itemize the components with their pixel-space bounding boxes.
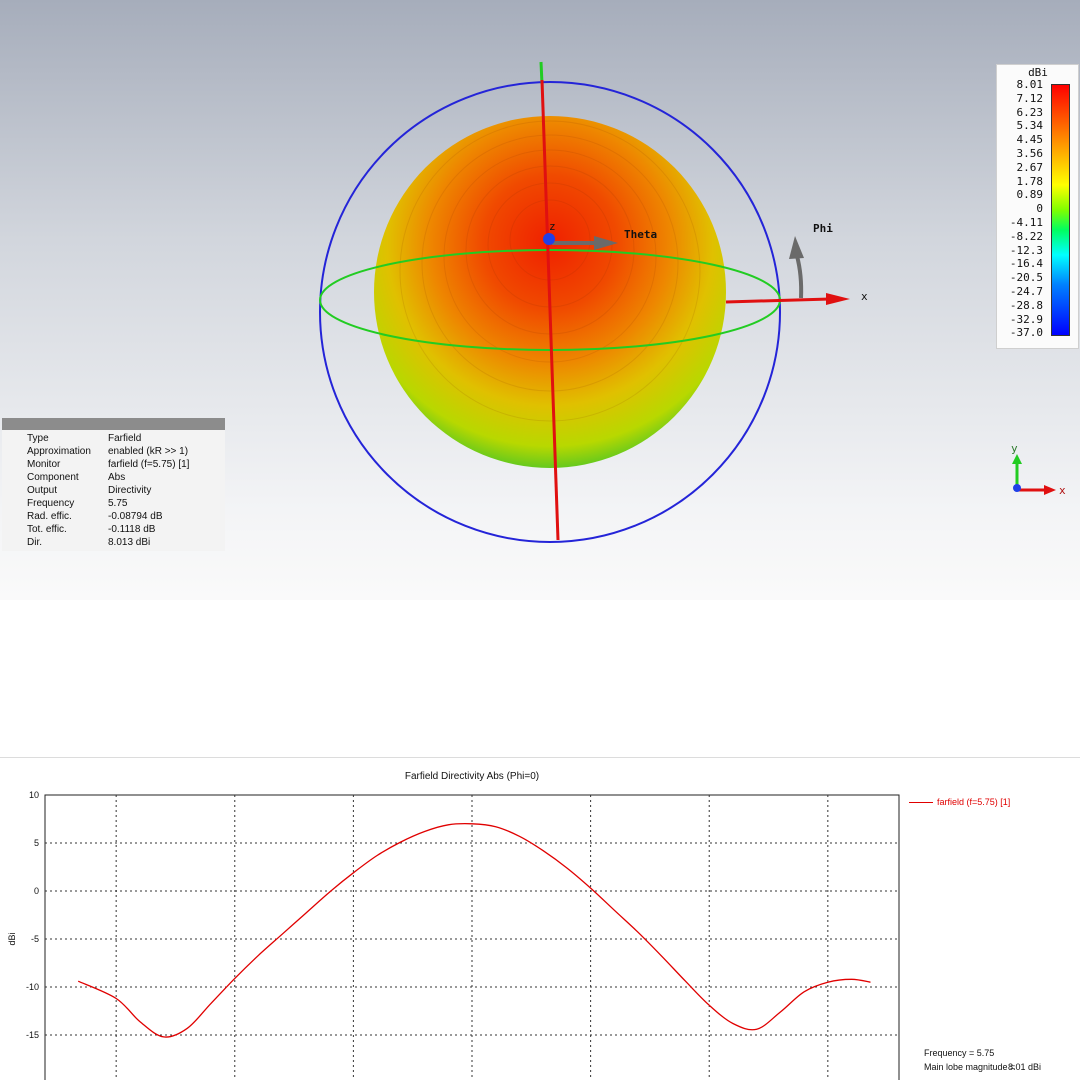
info-value: 8.013 dBi [108, 537, 151, 548]
info-value: -0.08794 dB [108, 511, 163, 522]
colorbar-label: 0 [1036, 202, 1043, 216]
blue-bounding-circle [319, 81, 781, 543]
info-value: -0.1118 dB [108, 524, 156, 535]
info-row: Component Abs [2, 472, 225, 485]
info-key: Frequency [27, 498, 75, 509]
directivity-line-chart: Farfield Directivity Abs (Phi=0) dBi 10 5… [7, 771, 900, 1080]
colorbar-label: 7.12 [1016, 91, 1044, 105]
y-axis-label: dBi [7, 932, 17, 945]
info-row: Rad. effic. -0.08794 dB [2, 511, 225, 524]
info-value: Abs [108, 472, 126, 483]
colorbar-label: -28.8 [1009, 298, 1043, 312]
info-key: Component [27, 472, 79, 483]
info-value: Farfield [108, 433, 142, 444]
colorbar-label: 5.34 [1016, 119, 1044, 133]
info-row: Frequency 5.75 [2, 498, 225, 511]
y-tick-label: 0 [34, 886, 39, 896]
info-value: farfield (f=5.75) [1] [108, 459, 190, 470]
info-key: Tot. effic. [27, 524, 67, 535]
colorbar-label: 1.78 [1016, 174, 1044, 188]
colorbar-label: 0.89 [1016, 188, 1044, 202]
phi-arrow-shaft [795, 255, 804, 299]
y-tick-label: -5 [31, 934, 39, 944]
colorbar-label: -12.3 [1009, 243, 1043, 257]
farfield-info-panel: Type Farfield Approximation enabled (kR >> … [2, 418, 225, 551]
colorbar-label: 8.01 [1016, 78, 1044, 91]
info-key: Output [27, 485, 58, 496]
colorbar-label: -20.5 [1009, 271, 1043, 285]
colorbar-unit: dBi [1028, 66, 1048, 79]
chart-title: Farfield Directivity Abs (Phi=0) [405, 771, 539, 782]
x-axis-label: x [861, 290, 868, 303]
legend-entry: farfield (f=5.75) [1] [937, 797, 1011, 807]
info-row: Dir. 8.013 dBi [2, 537, 225, 550]
info-row: Type Farfield [2, 433, 225, 446]
info-row: Output Directivity [2, 485, 225, 498]
red-z-axis [540, 79, 560, 541]
info-key: Rad. effic. [27, 511, 72, 522]
info-row: Approximation enabled (kR >> 1) [2, 446, 225, 459]
y-tick-label: -10 [26, 982, 39, 992]
info-row: Monitor farfield (f=5.75) [1] [2, 459, 225, 472]
phi-label: Phi [813, 222, 833, 235]
colorbar-label: -4.11 [1009, 216, 1043, 229]
series-line-farfield [77, 822, 871, 1038]
theta-label: Theta [624, 228, 657, 241]
y-tick-label: -15 [26, 1030, 39, 1040]
colorbar-label: 6.23 [1016, 105, 1044, 119]
y-tick-label: 10 [29, 790, 39, 800]
plot-frame [44, 794, 900, 1080]
info-key: Approximation [27, 446, 91, 457]
triad-x-label: x [1059, 484, 1066, 497]
colorbar-label: -37.0 [1009, 326, 1043, 340]
z-axis-label: z [549, 220, 556, 233]
x-axis-arrow [826, 293, 850, 305]
orientation-triad[interactable]: y x [1011, 442, 1066, 497]
chart-grid [44, 794, 900, 1080]
colorbar-label: -8.22 [1009, 229, 1043, 243]
colorbar-label: 4.45 [1016, 133, 1044, 147]
info-value: Directivity [108, 485, 152, 496]
colorbar-label: -16.4 [1009, 257, 1043, 271]
phi-arrow-head [789, 236, 804, 259]
colorbar-label: 3.56 [1016, 147, 1044, 160]
y-tick-label: 5 [34, 838, 39, 848]
info-value: 5.75 [108, 498, 128, 509]
info-key: Type [27, 433, 49, 444]
y-tick-labels: 10 5 0 -5 -10 -15 [26, 790, 39, 1040]
info-value: enabled (kR >> 1) [108, 446, 189, 457]
triad-y-label: y [1011, 442, 1018, 455]
legend-swatch [909, 802, 933, 803]
colorbar-legend: dBi 8.01 7.12 6.23 5.34 4.45 3.56 2.67 1.78 0.89… [996, 64, 1079, 349]
farfield-3d-scene: z Theta Phi x y x [319, 61, 1066, 543]
red-x-axis [725, 297, 831, 304]
info-key: Dir. [27, 537, 42, 548]
colorbar-label: 2.67 [1016, 160, 1044, 174]
main-lobe-value: 8.01 dBi [1008, 1062, 1042, 1072]
colorbar-label: -32.9 [1009, 312, 1043, 326]
main-lobe-label: Main lobe magnitude = [924, 1062, 1016, 1072]
farfield-plot-panel[interactable] [0, 757, 1080, 1081]
colorbar-label: -24.7 [1009, 285, 1043, 298]
info-row: Tot. effic. -0.1118 dB [2, 524, 225, 537]
theta-arrow-head [594, 236, 618, 250]
origin-marker [543, 233, 555, 245]
info-key: Monitor [27, 459, 61, 470]
frequency-text: Frequency = 5.75 [924, 1048, 995, 1058]
colorbar-gradient [1051, 84, 1070, 336]
